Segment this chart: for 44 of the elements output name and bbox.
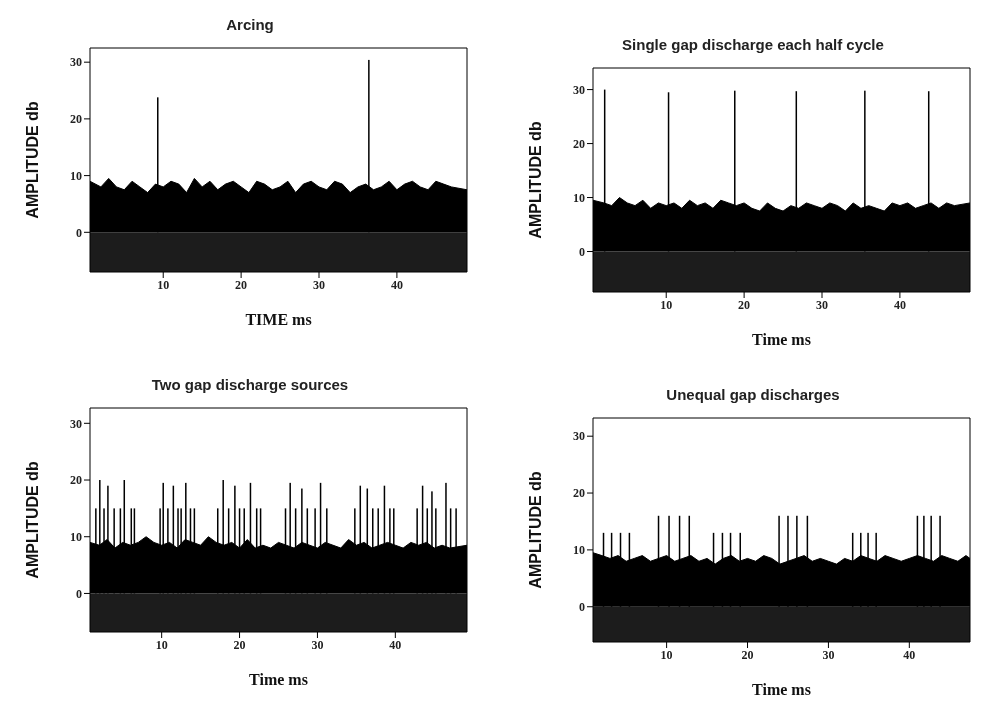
y-tick-label: 10: [573, 543, 585, 558]
y-tick-label: 30: [70, 55, 82, 70]
x-tick-label: 20: [233, 637, 246, 652]
y-tick-label: 10: [70, 529, 82, 544]
x-tick-label: 10: [660, 297, 673, 312]
y-tick-label: 30: [70, 416, 82, 431]
x-tick-label: 10: [155, 637, 168, 652]
x-axis-title: Time ms: [752, 681, 811, 698]
y-tick-label: 20: [70, 112, 82, 127]
y-tick-label: 20: [70, 473, 82, 488]
x-axis-title: Time ms: [249, 671, 308, 688]
chart-title: Arcing: [225, 16, 275, 35]
y-tick-label: 0: [76, 225, 82, 240]
y-axis-title: AMPLITUDE db: [23, 101, 41, 219]
x-tick-label: 40: [903, 647, 916, 662]
y-tick-label: 0: [579, 600, 585, 615]
x-axis-title: TIME ms: [245, 311, 312, 328]
y-tick-label: 0: [579, 244, 585, 259]
x-tick-label: 40: [389, 637, 402, 652]
y-tick-label: 10: [573, 190, 585, 205]
x-tick-label: 10: [157, 277, 170, 292]
y-tick-label: 20: [573, 486, 585, 501]
x-tick-label: 30: [822, 647, 835, 662]
x-tick-label: 30: [311, 637, 324, 652]
y-axis-title: AMPLITUDE db: [526, 471, 544, 589]
y-tick-label: 10: [70, 168, 82, 183]
y-tick-label: 20: [573, 136, 585, 151]
x-tick-label: 20: [235, 277, 248, 292]
x-tick-label: 20: [741, 647, 754, 662]
x-tick-label: 30: [816, 297, 828, 312]
x-tick-label: 40: [390, 277, 403, 292]
y-axis-title: AMPLITUDE db: [23, 461, 41, 579]
chart-title: Single gap discharge each half cycle: [621, 36, 885, 55]
chart-title: Two gap discharge sources: [150, 376, 350, 395]
x-tick-label: 10: [660, 647, 673, 662]
y-tick-label: 30: [573, 82, 585, 97]
x-tick-label: 20: [738, 297, 751, 312]
x-tick-label: 40: [893, 297, 906, 312]
y-tick-label: 30: [573, 429, 585, 444]
y-tick-label: 0: [76, 586, 82, 601]
chart-title: Unequal gap discharges: [665, 386, 841, 405]
x-axis-title: Time ms: [752, 331, 811, 348]
x-tick-label: 30: [313, 277, 325, 292]
y-axis-title: AMPLITUDE db: [526, 121, 544, 239]
